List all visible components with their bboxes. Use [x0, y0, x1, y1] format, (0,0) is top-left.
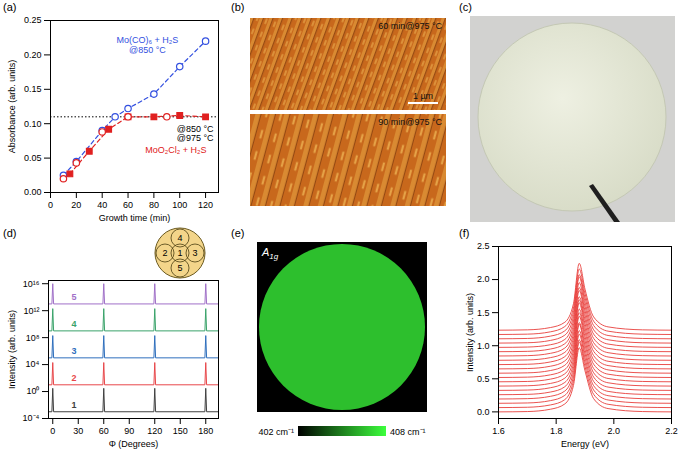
svg-text:2: 2: [162, 248, 167, 258]
html-text:(c): (c): [459, 1, 472, 13]
svg-text:4: 4: [71, 319, 76, 329]
svg-text:5: 5: [177, 263, 182, 273]
svg-text:@850 °C: @850 °C: [176, 124, 214, 135]
svg-text:10⁴: 10⁴: [26, 359, 40, 369]
svg-text:3: 3: [71, 346, 76, 356]
svg-text:80: 80: [149, 200, 159, 210]
svg-text:2.0: 2.0: [477, 274, 490, 284]
svg-text:1.8: 1.8: [550, 426, 563, 436]
svg-text:1: 1: [71, 400, 76, 410]
svg-text:1.5: 1.5: [477, 308, 490, 318]
svg-text:Intensity (arb. units): Intensity (arb. units): [465, 293, 475, 372]
svg-text:408 cm⁻¹: 408 cm⁻¹: [390, 427, 426, 437]
svg-text:0.00: 0.00: [24, 187, 42, 197]
svg-text:90 min@975 °C: 90 min@975 °C: [378, 117, 442, 127]
svg-text:0: 0: [48, 200, 53, 210]
svg-text:40: 40: [97, 200, 107, 210]
html-text:(b): (b): [231, 1, 245, 13]
svg-text:60: 60: [123, 200, 133, 210]
html-text:(f): (f): [459, 227, 470, 239]
svg-text:3: 3: [192, 248, 197, 258]
svg-text:1.0: 1.0: [477, 341, 490, 351]
svg-text:2: 2: [71, 373, 76, 383]
svg-text:A1g: A1g: [261, 246, 279, 261]
svg-text:Φ (Degrees): Φ (Degrees): [109, 439, 159, 449]
svg-text:2.0: 2.0: [608, 426, 621, 436]
svg-text:Intensity (arb. units): Intensity (arb. units): [7, 310, 17, 389]
svg-text:90: 90: [124, 426, 134, 436]
svg-text:10¹⁶: 10¹⁶: [23, 279, 40, 289]
svg-text:120: 120: [147, 426, 162, 436]
svg-text:0.25: 0.25: [24, 15, 42, 25]
svg-text:Energy (eV): Energy (eV): [561, 439, 609, 449]
html-text:(a): (a): [3, 1, 17, 13]
svg-text:180: 180: [198, 426, 213, 436]
svg-text:0.15: 0.15: [24, 84, 42, 94]
svg-text:0.10: 0.10: [24, 119, 42, 129]
svg-text:2.2: 2.2: [665, 426, 678, 436]
svg-text:60 min@975 °C: 60 min@975 °C: [378, 21, 442, 31]
svg-text:@850 °C: @850 °C: [129, 45, 166, 55]
svg-text:150: 150: [173, 426, 188, 436]
svg-text:60: 60: [99, 426, 109, 436]
svg-text:5: 5: [71, 292, 76, 302]
svg-text:1 µm: 1 µm: [413, 91, 433, 101]
svg-text:@975 °C: @975 °C: [177, 133, 214, 143]
svg-text:10⁸: 10⁸: [26, 333, 40, 343]
svg-text:Growth time (min): Growth time (min): [99, 213, 171, 223]
svg-text:100: 100: [172, 200, 187, 210]
svg-text:10⁰: 10⁰: [26, 386, 39, 396]
svg-text:10¹²: 10¹²: [23, 306, 39, 316]
svg-text:Absorbance (arb. units): Absorbance (arb. units): [7, 60, 17, 154]
svg-text:4: 4: [177, 233, 182, 243]
svg-text:20: 20: [71, 200, 81, 210]
svg-text:MoO₂Cl₂ + H₂S: MoO₂Cl₂ + H₂S: [145, 145, 206, 155]
html-text:(e): (e): [231, 227, 245, 239]
html-text:(d): (d): [3, 227, 17, 239]
svg-text:10⁻⁴: 10⁻⁴: [23, 413, 40, 423]
svg-text:1: 1: [177, 248, 182, 258]
svg-text:0: 0: [50, 426, 55, 436]
svg-text:0.05: 0.05: [24, 153, 42, 163]
svg-text:402 cm⁻¹: 402 cm⁻¹: [258, 427, 294, 437]
svg-text:Mo(CO)₆ + H₂S: Mo(CO)₆ + H₂S: [116, 35, 178, 45]
svg-text:0.0: 0.0: [477, 407, 490, 417]
svg-text:120: 120: [198, 200, 213, 210]
svg-text:30: 30: [73, 426, 83, 436]
svg-text:0.5: 0.5: [477, 374, 490, 384]
svg-text:2.5: 2.5: [477, 241, 490, 251]
svg-text:1.6: 1.6: [492, 426, 505, 436]
svg-text:0.20: 0.20: [24, 50, 42, 60]
